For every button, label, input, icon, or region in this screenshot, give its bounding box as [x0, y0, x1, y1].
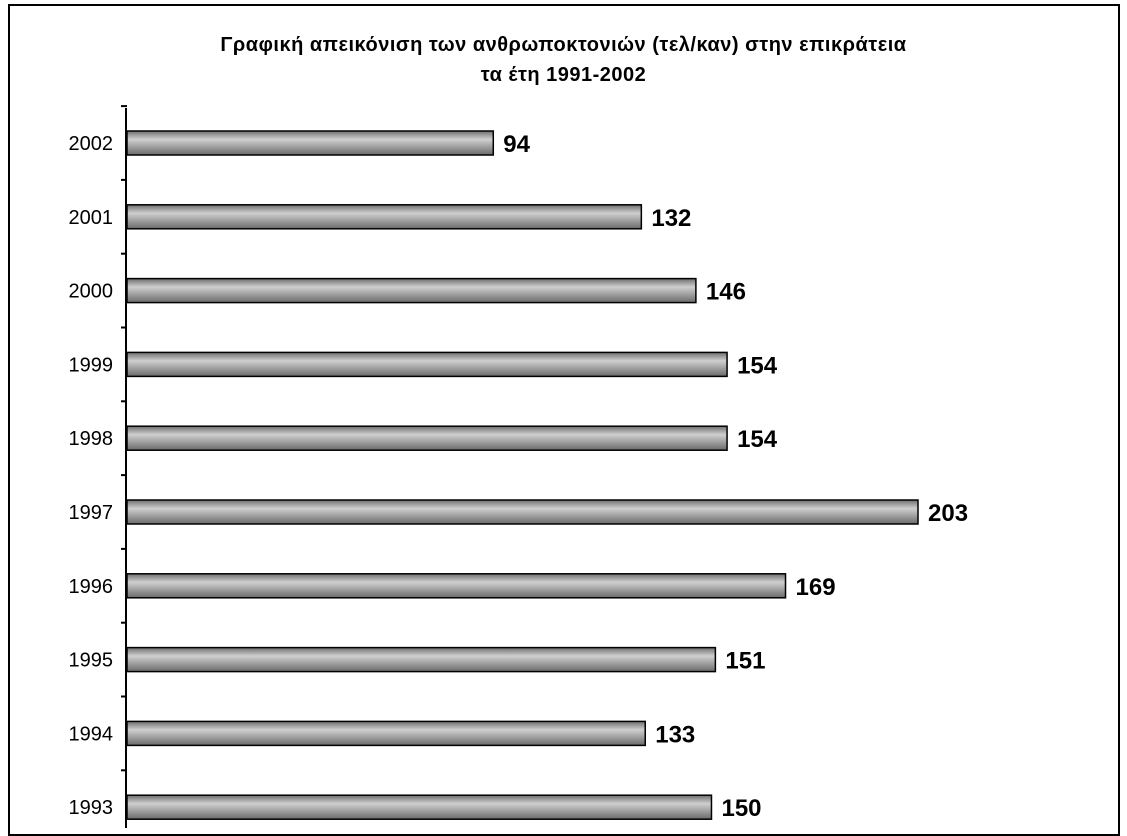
data-label: 150 — [721, 795, 761, 822]
bar-1996 — [126, 573, 787, 599]
category-label: 1994 — [69, 723, 114, 745]
bar-2002 — [126, 130, 495, 156]
data-label: 154 — [737, 426, 778, 453]
bar-1999 — [126, 351, 728, 378]
category-label: 2002 — [69, 133, 114, 155]
category-label: 1998 — [69, 428, 114, 450]
bar-2000 — [126, 277, 697, 304]
category-label: 1995 — [69, 650, 114, 672]
bar-1994 — [126, 720, 646, 747]
data-label: 154 — [737, 352, 778, 379]
bar-1995 — [126, 646, 717, 673]
category-label: 1997 — [69, 502, 114, 524]
bar-1997 — [126, 499, 919, 525]
bar-1993 — [126, 794, 713, 820]
category-label: 1999 — [69, 354, 114, 376]
bar-1998 — [126, 425, 728, 451]
data-label: 169 — [796, 574, 836, 601]
chart-title: Γραφική απεικόνιση των ανθρωποκτονιών (τ… — [220, 34, 907, 56]
data-label: 94 — [503, 131, 530, 158]
data-label: 132 — [651, 205, 691, 232]
category-label: 2001 — [69, 207, 114, 229]
category-label: 1993 — [69, 797, 114, 819]
category-label: 1996 — [69, 576, 114, 598]
data-label: 133 — [655, 721, 695, 748]
bar-2001 — [126, 204, 643, 230]
chart-subtitle: τα έτη 1991-2002 — [480, 64, 647, 86]
data-label: 146 — [706, 279, 746, 306]
category-label: 2000 — [69, 281, 114, 303]
data-label: 151 — [725, 648, 765, 675]
data-label: 203 — [928, 500, 968, 527]
